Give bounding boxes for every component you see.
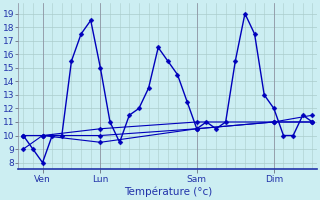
X-axis label: Température (°c): Température (°c) bbox=[124, 187, 212, 197]
